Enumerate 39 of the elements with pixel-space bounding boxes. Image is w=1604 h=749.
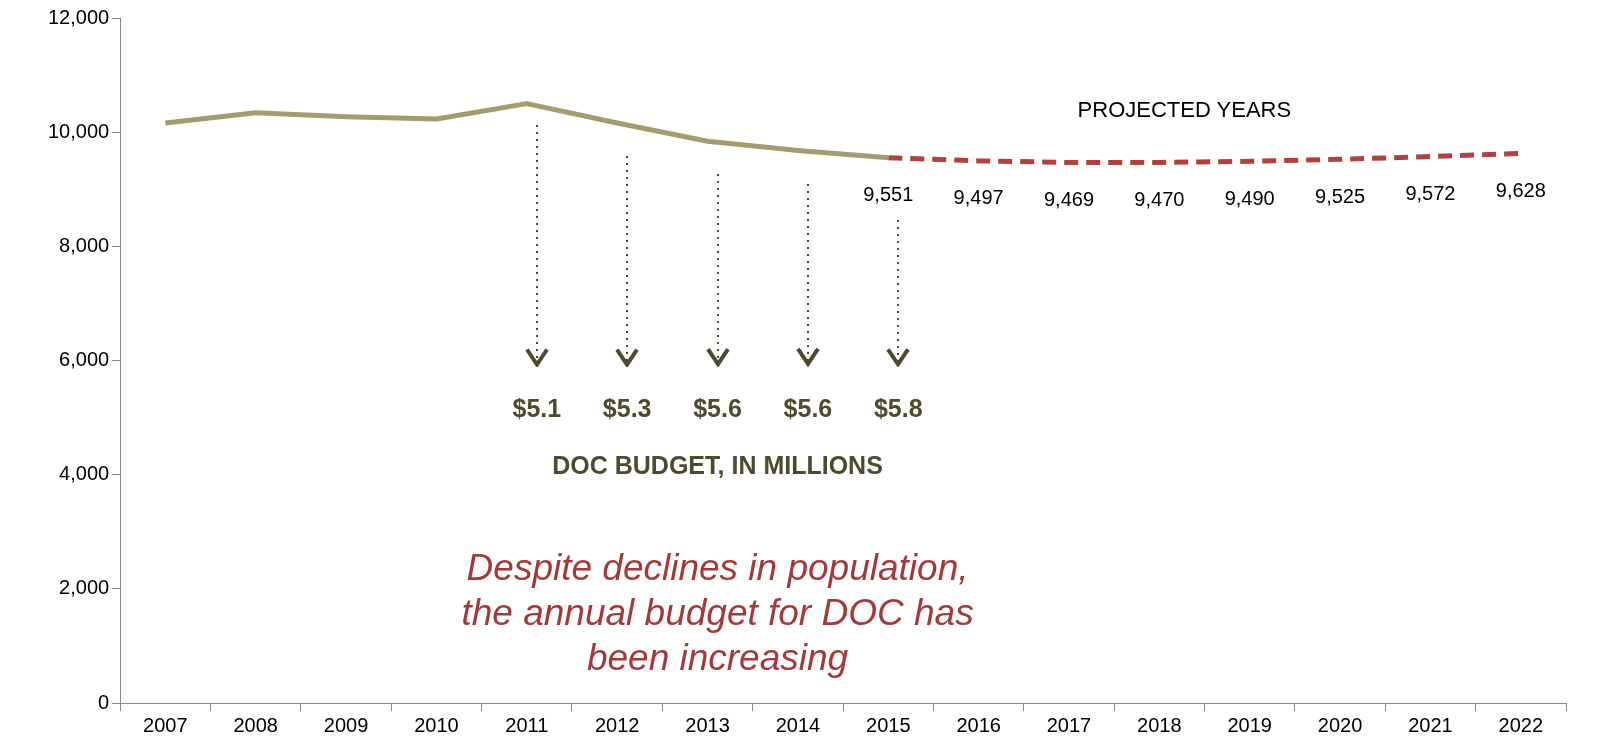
x-tick-label: 2015 [866, 713, 911, 736]
annotation: PROJECTED YEARS [1077, 96, 1292, 122]
x-tick-label: 2013 [685, 713, 730, 736]
data-label: 9,470 [1134, 187, 1185, 210]
x-tick-label: 2021 [1408, 713, 1453, 736]
data-label: 9,497 [953, 186, 1004, 209]
x-tick-label: 2010 [414, 713, 459, 736]
data-label: 9,469 [1043, 187, 1095, 210]
x-tick-label: 2022 [1498, 713, 1544, 736]
annotation: $5.8 [873, 393, 923, 422]
x-tick-label: 2020 [1317, 713, 1363, 736]
x-tick-label: 2016 [956, 713, 1001, 736]
x-tick-label: 2018 [1137, 713, 1182, 736]
x-tick-label: 2017 [1046, 713, 1092, 736]
x-tick-label: 2019 [1227, 713, 1272, 736]
y-tick-label: 0 [98, 690, 110, 713]
x-tick-label: 2011 [505, 713, 549, 736]
annotation: $5.6 [693, 393, 742, 422]
annotation: $5.6 [783, 393, 833, 422]
x-tick-label: 2007 [143, 713, 188, 736]
annotation: $5.3 [602, 393, 652, 422]
y-tick-label: 6,000 [59, 348, 110, 371]
x-tick-label: 2014 [775, 713, 821, 736]
x-tick-label: 2012 [594, 713, 640, 736]
y-tick-label: 2,000 [59, 576, 110, 599]
annotation: $5.1 [512, 393, 562, 422]
data-label: 9,551 [863, 183, 914, 206]
data-label: 9,525 [1315, 184, 1366, 207]
data-label: 9,490 [1224, 186, 1275, 209]
data-label: 9,572 [1405, 182, 1456, 205]
annotation: Despite declines in population, the annual budget for DOC has been increasing [461, 546, 974, 678]
y-tick-label: 10,000 [48, 119, 110, 142]
y-tick-label: 12,000 [48, 5, 110, 28]
x-tick-label: 2009 [323, 713, 369, 736]
x-tick-label: 2008 [233, 713, 278, 736]
annotation: DOC BUDGET, IN MILLIONS [552, 451, 883, 480]
data-label: 9,628 [1495, 178, 1546, 201]
y-tick-label: 4,000 [59, 462, 110, 485]
y-tick-label: 8,000 [59, 233, 110, 256]
